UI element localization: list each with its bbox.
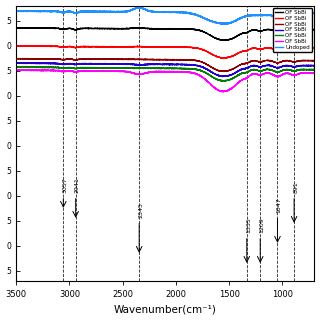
- OF SbBi: [291, 29, 295, 33]
- OF SbBi: [291, 65, 295, 69]
- OF SbBi: [90, 69, 93, 73]
- OF SbBi: [59, 57, 62, 61]
- Undoped: [221, 22, 225, 26]
- OF SbBi: [14, 44, 18, 48]
- OF SbBi: [14, 68, 18, 72]
- OF SbBi: [108, 27, 111, 31]
- OF SbBi: [16, 65, 20, 68]
- OF SbBi: [90, 57, 93, 61]
- OF SbBi: [14, 26, 18, 30]
- Text: 1335: 1335: [246, 218, 251, 233]
- OF SbBi: [108, 69, 111, 73]
- OF SbBi: [291, 73, 295, 77]
- OF SbBi: [108, 66, 111, 70]
- OF SbBi: [222, 70, 226, 74]
- OF SbBi: [313, 68, 316, 72]
- Undoped: [164, 10, 168, 14]
- OF SbBi: [313, 71, 316, 75]
- OF SbBi: [223, 39, 227, 43]
- Line: OF SbBi: OF SbBi: [16, 70, 315, 92]
- OF SbBi: [19, 44, 22, 48]
- Undoped: [313, 11, 316, 15]
- OF SbBi: [14, 61, 18, 65]
- OF SbBi: [108, 62, 111, 66]
- Text: 3057: 3057: [62, 178, 68, 193]
- OF SbBi: [15, 68, 19, 72]
- OF SbBi: [221, 75, 225, 79]
- OF SbBi: [222, 56, 226, 60]
- OF SbBi: [90, 62, 93, 66]
- Undoped: [137, 5, 141, 9]
- Undoped: [108, 10, 111, 14]
- OF SbBi: [291, 69, 295, 73]
- OF SbBi: [164, 45, 168, 49]
- Line: OF SbBi: OF SbBi: [16, 58, 315, 72]
- OF SbBi: [14, 65, 18, 69]
- OF SbBi: [28, 61, 31, 65]
- OF SbBi: [59, 66, 62, 70]
- OF SbBi: [59, 62, 62, 66]
- Line: Undoped: Undoped: [16, 7, 315, 24]
- Text: 2345: 2345: [138, 203, 143, 218]
- OF SbBi: [90, 69, 94, 73]
- OF SbBi: [137, 26, 140, 30]
- Undoped: [58, 10, 62, 14]
- OF SbBi: [90, 57, 94, 61]
- OF SbBi: [164, 27, 168, 31]
- OF SbBi: [164, 62, 168, 66]
- Undoped: [291, 13, 295, 17]
- OF SbBi: [59, 69, 62, 73]
- OF SbBi: [108, 45, 111, 49]
- OF SbBi: [59, 45, 62, 49]
- Legend: OF SbBi, OF SbBi, OF SbBi, OF SbBi, OF SbBi, OF SbBi, Undoped: OF SbBi, OF SbBi, OF SbBi, OF SbBi, OF S…: [273, 8, 312, 52]
- OF SbBi: [90, 66, 94, 69]
- OF SbBi: [90, 27, 93, 30]
- OF SbBi: [313, 46, 316, 50]
- OF SbBi: [164, 67, 168, 70]
- Line: OF SbBi: OF SbBi: [16, 67, 315, 81]
- OF SbBi: [291, 60, 295, 64]
- OF SbBi: [14, 56, 18, 60]
- Undoped: [90, 10, 94, 13]
- Line: OF SbBi: OF SbBi: [16, 46, 315, 58]
- Text: 891: 891: [293, 181, 298, 193]
- OF SbBi: [58, 27, 62, 30]
- OF SbBi: [90, 27, 94, 31]
- OF SbBi: [222, 90, 226, 94]
- OF SbBi: [164, 70, 168, 74]
- Text: 1209: 1209: [259, 218, 264, 233]
- OF SbBi: [220, 79, 224, 83]
- Text: 2941: 2941: [75, 177, 80, 193]
- OF SbBi: [313, 28, 316, 32]
- OF SbBi: [291, 47, 295, 51]
- OF SbBi: [313, 64, 316, 68]
- OF SbBi: [90, 62, 94, 66]
- OF SbBi: [313, 59, 316, 62]
- X-axis label: Wavenumber(cm⁻¹): Wavenumber(cm⁻¹): [114, 304, 217, 315]
- OF SbBi: [164, 58, 168, 61]
- OF SbBi: [90, 66, 93, 70]
- Undoped: [90, 10, 93, 13]
- Undoped: [14, 9, 18, 13]
- OF SbBi: [90, 45, 94, 49]
- Line: OF SbBi: OF SbBi: [16, 63, 315, 77]
- OF SbBi: [90, 45, 93, 49]
- Text: 1047: 1047: [276, 197, 282, 213]
- OF SbBi: [108, 57, 111, 61]
- Line: OF SbBi: OF SbBi: [16, 28, 315, 41]
